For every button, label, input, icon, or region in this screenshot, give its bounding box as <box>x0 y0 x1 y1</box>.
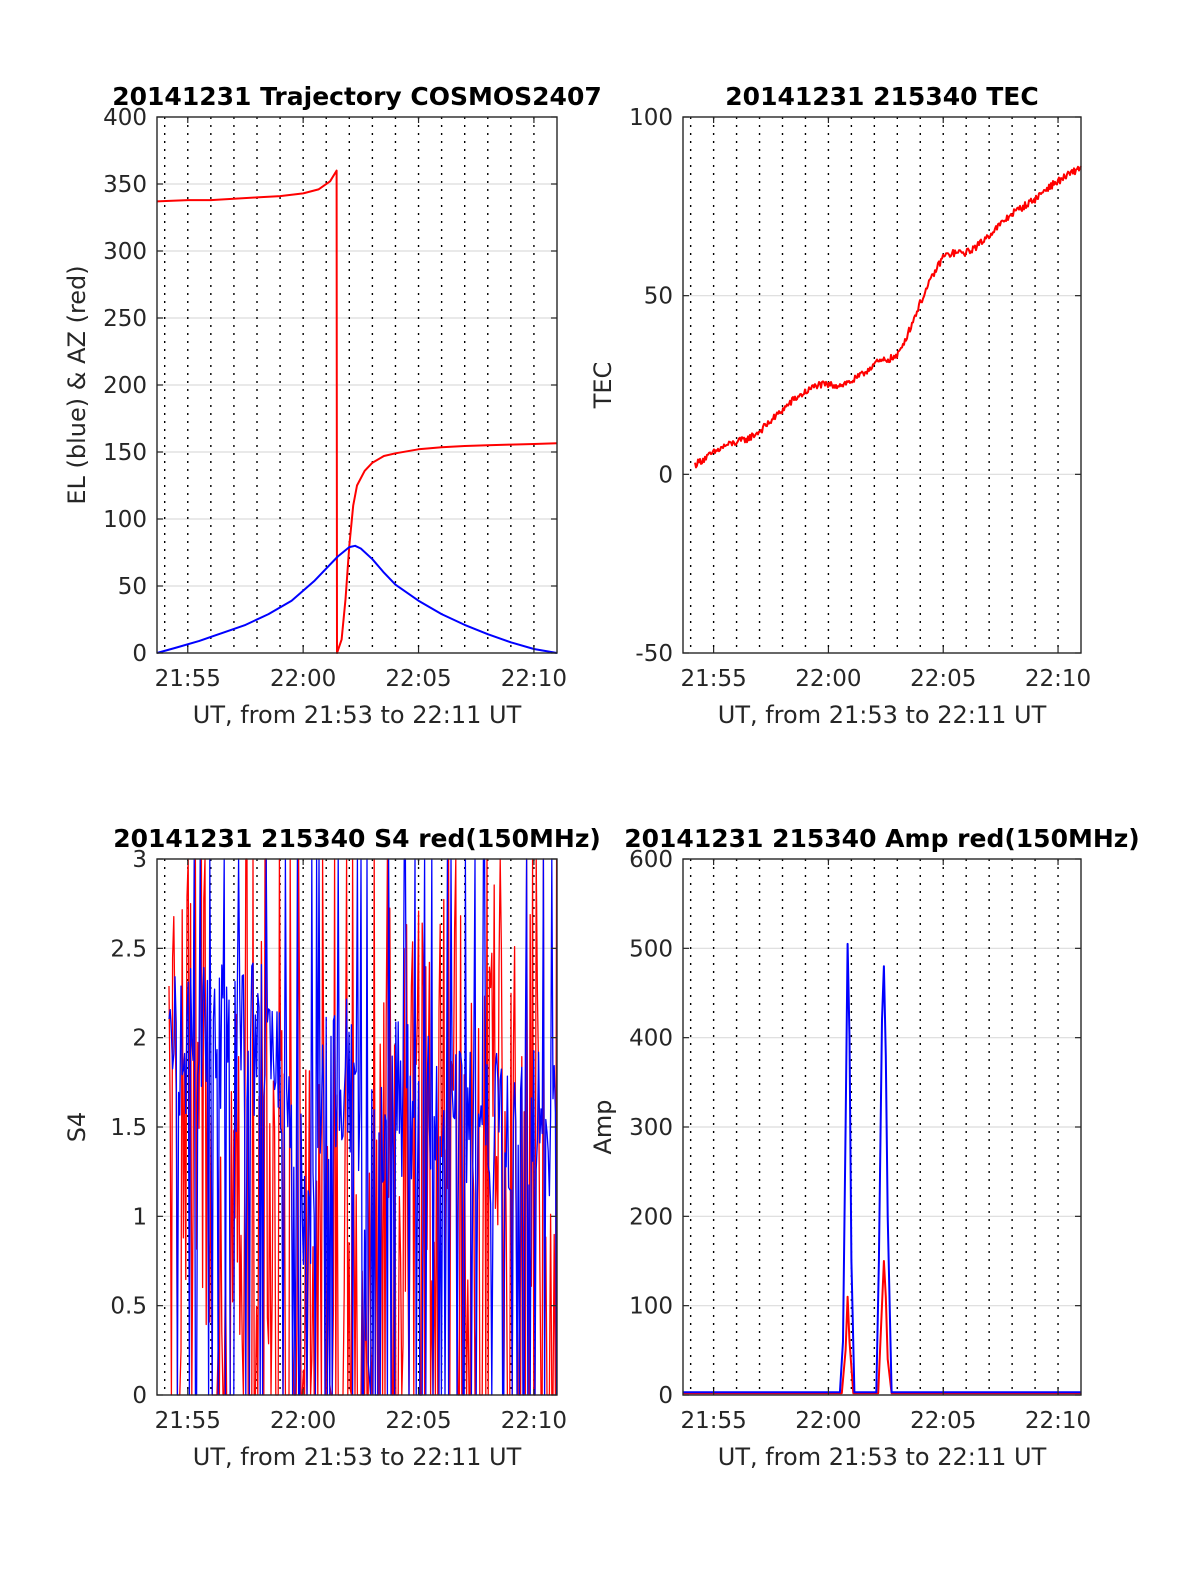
y-tick-label: 400 <box>629 1026 673 1052</box>
x-tick-label: 22:10 <box>1025 1408 1091 1434</box>
y-axis-label: S4 <box>63 1112 91 1143</box>
x-tick-label: 21:55 <box>155 1408 221 1434</box>
x-tick-label: 21:55 <box>680 1408 746 1434</box>
x-tick-label: 22:05 <box>910 666 976 692</box>
y-tick-label: 50 <box>644 284 673 310</box>
y-tick-label: 200 <box>629 1204 673 1230</box>
x-axis-label: UT, from 21:53 to 22:11 UT <box>718 1443 1047 1471</box>
x-tick-label: 22:05 <box>910 1408 976 1434</box>
y-axis-label: EL (blue) & AZ (red) <box>63 265 91 504</box>
x-axis-label: UT, from 21:53 to 22:11 UT <box>193 701 522 729</box>
x-tick-label: 22:05 <box>385 666 451 692</box>
y-tick-label: 2 <box>132 1026 147 1052</box>
chart-trajectory: 0 50 100 150 200 250 300 350 400 21:55 22:00 22:05 2… <box>63 82 602 729</box>
x-tick-label: 22:10 <box>501 1408 567 1434</box>
axes-frame <box>682 116 1082 654</box>
y-tick-label: 200 <box>103 373 147 399</box>
y-tick-label: 0 <box>658 1383 673 1409</box>
y-tick-label: 3 <box>132 847 147 873</box>
y-tick-label: 50 <box>118 574 147 600</box>
y-tick-label: 0 <box>132 1383 147 1409</box>
x-tick-label: 22:05 <box>385 1408 451 1434</box>
x-tick-label: 22:00 <box>795 666 861 692</box>
y-axis-label: TEC <box>589 362 617 410</box>
y-tick-label: -50 <box>635 641 673 667</box>
x-axis-label: UT, from 21:53 to 22:11 UT <box>193 1443 522 1471</box>
y-tick-label: 100 <box>629 105 673 131</box>
y-tick-label: 0 <box>658 462 673 488</box>
chart-s4: 0 0.5 1 1.5 2 2.5 3 21:55 22:00 22:05 22:10 UT, fro… <box>63 824 601 1471</box>
y-tick-label: 300 <box>103 239 147 265</box>
y-tick-label: 350 <box>103 172 147 198</box>
x-tick-label: 22:00 <box>270 1408 336 1434</box>
y-axis-label: Amp <box>589 1099 617 1154</box>
y-tick-label: 250 <box>103 306 147 332</box>
series-line-red <box>156 169 558 654</box>
chart-title: 20141231 215340 TEC <box>725 82 1038 111</box>
x-axis-label: UT, from 21:53 to 22:11 UT <box>718 701 1047 729</box>
y-tick-label: 0 <box>132 641 147 667</box>
x-tick-label: 22:00 <box>795 1408 861 1434</box>
series-line-red <box>694 165 1082 469</box>
x-tick-label: 22:00 <box>270 666 336 692</box>
x-tick-label: 22:10 <box>501 666 567 692</box>
y-tick-label: 2.5 <box>110 936 147 962</box>
y-tick-label: 100 <box>103 507 147 533</box>
x-tick-label: 22:10 <box>1025 666 1091 692</box>
chart-title: 20141231 Trajectory COSMOS2407 <box>112 82 602 111</box>
y-tick-label: 1 <box>132 1204 147 1230</box>
y-tick-label: 0.5 <box>110 1294 147 1320</box>
series-line-red <box>683 1260 1081 1395</box>
y-tick-label: 600 <box>629 847 673 873</box>
x-tick-label: 21:55 <box>155 666 221 692</box>
chart-tec: -50 0 50 100 21:55 22:00 22:05 22:10 UT, from 21… <box>589 82 1091 729</box>
y-tick-label: 400 <box>103 105 147 131</box>
series-line-blue <box>156 544 558 654</box>
chart-amp: 0 100 200 300 400 500 600 21:55 22:00 22:05 22:10 U… <box>589 824 1140 1471</box>
y-tick-label: 300 <box>629 1115 673 1141</box>
x-tick-label: 21:55 <box>680 666 746 692</box>
series-line-red <box>168 858 558 1396</box>
y-tick-label: 100 <box>629 1294 673 1320</box>
chart-title: 20141231 215340 Amp red(150MHz) <box>624 824 1140 853</box>
y-tick-label: 500 <box>629 936 673 962</box>
series-line-blue <box>683 942 1081 1394</box>
y-tick-label: 1.5 <box>110 1115 147 1141</box>
chart-title: 20141231 215340 S4 red(150MHz) <box>113 824 601 853</box>
y-tick-label: 150 <box>103 440 147 466</box>
